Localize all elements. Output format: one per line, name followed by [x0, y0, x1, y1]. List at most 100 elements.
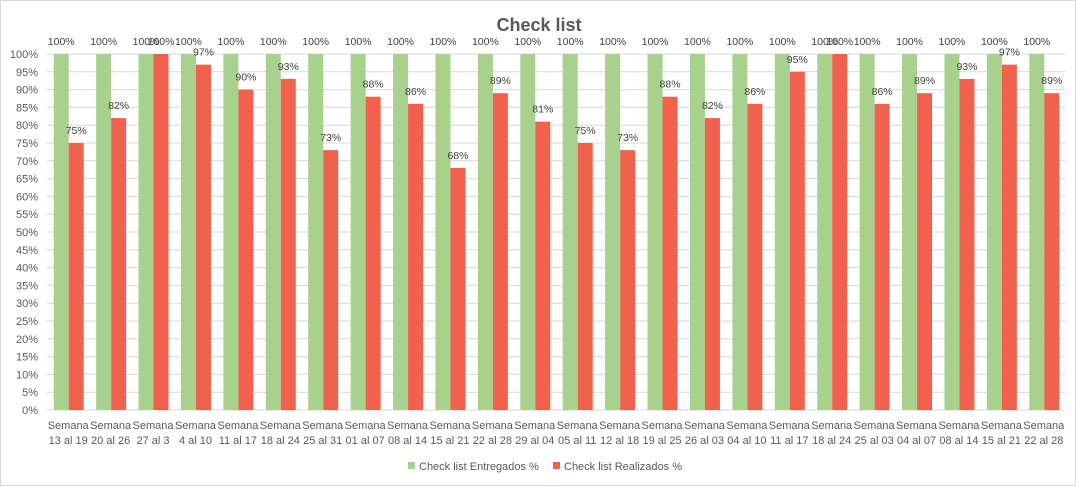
y-tick-label: 75%	[16, 138, 38, 150]
x-tick-label: 25 al 03	[855, 435, 894, 447]
x-tick-label: Semana	[302, 420, 344, 432]
y-tick-label: 85%	[16, 102, 38, 114]
data-label: 100%	[599, 36, 626, 48]
data-label: 68%	[447, 150, 468, 162]
bar	[1029, 54, 1045, 410]
x-tick-label: 01 al 07	[346, 435, 385, 447]
bars	[53, 54, 1060, 411]
x-tick-label: Semana	[472, 420, 514, 432]
x-tick-label: Semana	[854, 420, 896, 432]
y-tick-label: 100%	[10, 49, 38, 61]
data-label: 100%	[175, 36, 202, 48]
x-tick-label: 11 al 17	[770, 435, 808, 447]
y-tick-label: 45%	[16, 245, 38, 257]
y-tick-label: 30%	[16, 298, 38, 310]
x-tick-label: 4 al 10	[179, 435, 212, 447]
bar	[535, 121, 551, 410]
x-tick-label: Semana	[1023, 420, 1065, 432]
data-label: 100%	[896, 36, 923, 48]
x-tick-label: 19 al 25	[642, 435, 681, 447]
bar	[408, 103, 424, 410]
bar	[747, 103, 763, 410]
y-tick-label: 20%	[16, 334, 38, 346]
bar	[917, 93, 933, 410]
bar	[435, 54, 451, 410]
data-label: 93%	[956, 61, 977, 73]
x-tick-label: Semana	[599, 420, 641, 432]
legend-label: Check list Realizados %	[564, 461, 682, 473]
data-label: 93%	[278, 61, 299, 73]
bar	[477, 54, 493, 410]
data-label: 100%	[981, 36, 1008, 48]
bar	[195, 64, 211, 411]
data-label: 75%	[575, 125, 596, 137]
x-tick-label: Semana	[684, 420, 726, 432]
bar	[111, 118, 127, 410]
bar	[704, 118, 720, 410]
gridlines	[47, 53, 1065, 411]
bar	[662, 96, 678, 410]
data-label: 86%	[744, 86, 765, 98]
y-tick-label: 40%	[16, 263, 38, 275]
data-label: 100%	[148, 36, 175, 48]
data-label: 89%	[1041, 75, 1062, 87]
data-label: 86%	[405, 86, 426, 98]
bar	[138, 54, 154, 410]
x-tick-label: 26 al 03	[685, 435, 724, 447]
y-axis-ticks: 0% 5% 10% 15% 20% 25% 30% 35% 40% 45% 50% 55% 60% 65%…	[10, 49, 38, 417]
x-tick-label: 04 al 10	[727, 435, 766, 447]
data-label: 100%	[387, 36, 414, 48]
legend-label: Check list Entregados %	[419, 461, 539, 473]
bar	[450, 167, 466, 410]
y-tick-label: 25%	[16, 316, 38, 328]
bar	[874, 103, 890, 410]
x-tick-label: 05 al 11	[558, 435, 596, 447]
x-tick-label: Semana	[769, 420, 811, 432]
y-tick-label: 65%	[16, 174, 38, 186]
y-tick-label: 5%	[22, 387, 38, 399]
data-label: 89%	[914, 75, 935, 87]
x-tick-label: Semana	[429, 420, 471, 432]
data-label: 88%	[363, 79, 384, 91]
x-tick-label: Semana	[514, 420, 556, 432]
y-tick-label: 35%	[16, 280, 38, 292]
data-label: 100%	[514, 36, 541, 48]
bar	[492, 93, 508, 410]
bar	[238, 89, 254, 410]
y-tick-label: 80%	[16, 120, 38, 132]
bar	[562, 54, 578, 410]
data-label: 73%	[320, 132, 341, 144]
y-tick-label: 15%	[16, 352, 38, 364]
bar	[689, 54, 705, 410]
data-label: 86%	[872, 86, 893, 98]
chart-title: Check list	[496, 15, 581, 35]
data-label: 100%	[854, 36, 881, 48]
bar	[350, 54, 366, 410]
data-label: 100%	[1023, 36, 1050, 48]
bar	[153, 54, 169, 410]
bar	[1044, 93, 1060, 410]
x-tick-label: Semana	[896, 420, 938, 432]
x-tick-label: 04 al 07	[897, 435, 936, 447]
data-label: 100%	[939, 36, 966, 48]
x-tick-label: 18 al 24	[812, 435, 851, 447]
data-labels: 100% 100% 100% 100% 100% 100% 100% 100% 100% 100%…	[48, 36, 1063, 162]
bar	[986, 54, 1002, 410]
x-tick-label: 08 al 14	[388, 435, 427, 447]
bar	[280, 78, 296, 411]
bar	[605, 54, 621, 410]
bar	[1001, 64, 1017, 411]
data-label: 100%	[133, 36, 160, 48]
data-label: 82%	[702, 100, 723, 112]
y-tick-label: 10%	[16, 369, 38, 381]
data-label: 100%	[811, 36, 838, 48]
x-tick-label: 13 al 19	[49, 435, 88, 447]
data-label: 88%	[660, 79, 681, 91]
data-label: 100%	[430, 36, 457, 48]
data-label: 81%	[532, 104, 553, 116]
bar	[944, 54, 960, 410]
data-label: 100%	[769, 36, 796, 48]
bar	[53, 54, 69, 410]
x-tick-label: Semana	[981, 420, 1023, 432]
